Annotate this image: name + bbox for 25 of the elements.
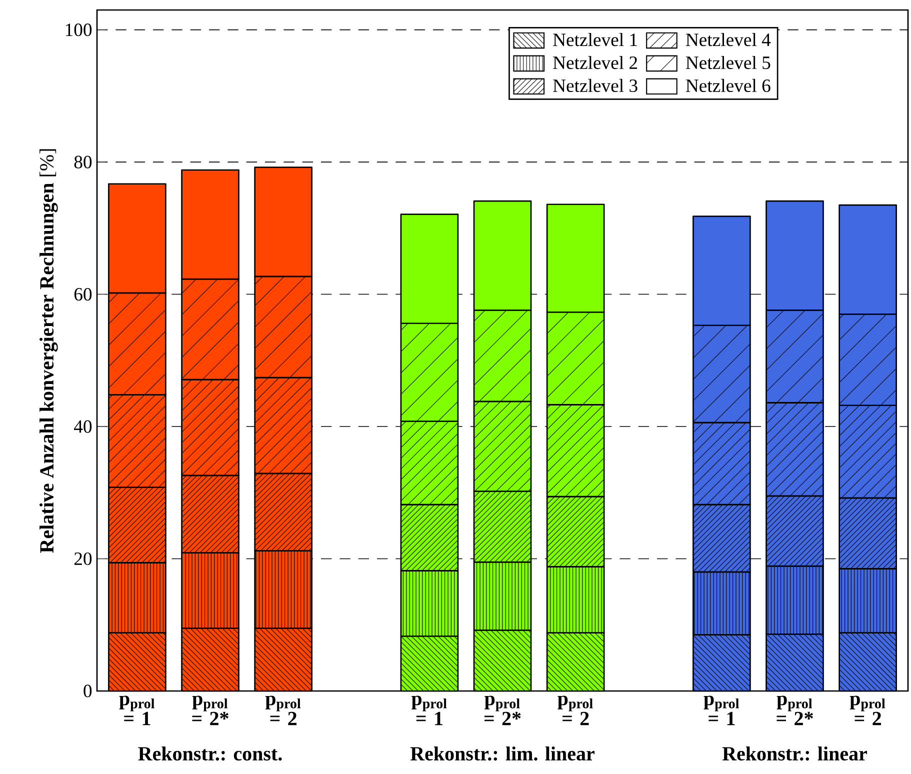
legend-label: Netzlevel 4 [686, 33, 771, 46]
legend-label: Netzlevel 1 [553, 33, 637, 46]
text: Rekonstr.: lim. linear [410, 746, 594, 761]
x-tick-label: p$_{prol}$ = 2 [850, 696, 886, 726]
legend-label: Netzlevel 5 [686, 56, 770, 70]
text: Rekonstr.: const. [138, 746, 282, 761]
x-tick-label: p$_{prol}$ = 2* [192, 696, 228, 726]
x-tick-label: p$_{prol}$ = 2* [776, 696, 813, 726]
legend-label: Netzlevel 3 [553, 78, 638, 92]
x-tick-label: p$_{prol}$ = 2 [265, 696, 301, 726]
y-tick-label: 60 [74, 288, 92, 301]
legend-label: Netzlevel 6 [686, 78, 770, 92]
x-tick-label: p$_{prol}$ = 1 [411, 696, 447, 726]
x-tick-label: p$_{prol}$ = 1 [704, 696, 739, 726]
y-tick-label: 80 [74, 156, 92, 168]
y-tick-label: 20 [74, 552, 92, 566]
x-tick-label: p$_{prol}$ = 2 [558, 696, 593, 726]
x-tick-label: p$_{prol}$ = 2* [484, 696, 521, 726]
legend-label: Netzlevel 2 [553, 56, 638, 70]
y-tick-label: 40 [74, 420, 92, 433]
text: Rekonstr.: linear [722, 746, 867, 761]
y-tick-label: 100 [66, 24, 92, 36]
y-tick-label: 0 [84, 684, 92, 698]
x-tick-label: p$_{prol}$ = 1 [119, 696, 154, 726]
y-axis-title: Relative Anzahl konvergierter Rechnungen [%] [40, 149, 58, 553]
